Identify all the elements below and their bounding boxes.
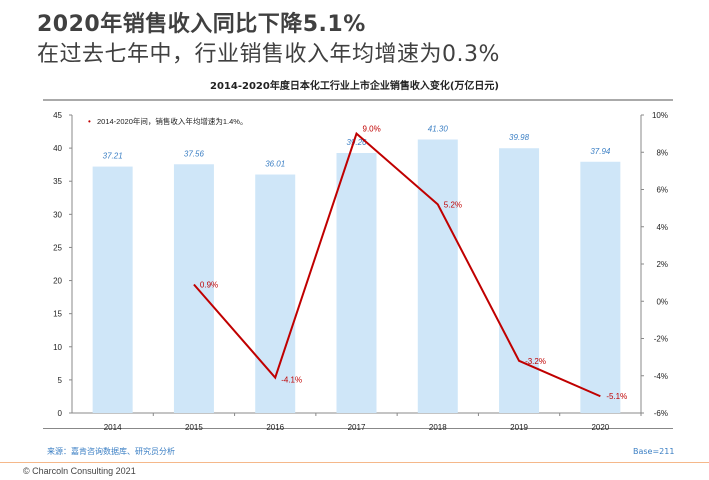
y2-tick-label: 10% bbox=[652, 111, 668, 120]
chart-title: 2014-2020年度日本化工行业上市企业销售收入变化(万亿日元) bbox=[210, 81, 499, 92]
title-divider bbox=[43, 99, 673, 101]
y2-tick-label: 0% bbox=[656, 297, 668, 306]
annotation: 2014-2020年间，销售收入年均增速为1.4%。 bbox=[97, 116, 247, 126]
y-tick-label: 0 bbox=[58, 409, 63, 418]
bar-label: 39.26 bbox=[346, 138, 367, 147]
bar bbox=[336, 153, 377, 414]
y-tick-label: 30 bbox=[53, 210, 62, 219]
bar bbox=[580, 161, 621, 413]
bar bbox=[417, 139, 458, 413]
bar-label: 41.30 bbox=[428, 125, 449, 134]
y-tick-label: 35 bbox=[53, 177, 62, 186]
bar-label: 37.21 bbox=[103, 152, 123, 161]
bar bbox=[92, 166, 133, 413]
subheadline: 在过去七年中，行业销售收入年均增速为0.3% bbox=[37, 42, 500, 67]
line-label: -3.2% bbox=[525, 357, 546, 366]
chart-bottom-divider bbox=[43, 428, 673, 429]
x-tick-label: 2017 bbox=[348, 423, 366, 432]
x-tick-label: 2020 bbox=[591, 423, 609, 432]
y2-tick-label: 6% bbox=[656, 186, 668, 195]
line-label: -4.1% bbox=[281, 376, 302, 385]
y-tick-label: 10 bbox=[53, 343, 62, 352]
bar-label: 36.01 bbox=[265, 160, 285, 169]
x-tick-label: 2016 bbox=[266, 423, 284, 432]
y2-tick-label: -2% bbox=[654, 335, 668, 344]
line-label: 0.9% bbox=[200, 280, 218, 289]
bar-label: 37.94 bbox=[590, 147, 611, 156]
bar-label: 37.56 bbox=[184, 149, 205, 158]
line-label: -5.1% bbox=[606, 392, 627, 401]
x-tick-label: 2018 bbox=[429, 423, 447, 432]
x-tick-label: 2015 bbox=[185, 423, 203, 432]
x-tick-label: 2019 bbox=[510, 423, 528, 432]
bar bbox=[499, 148, 540, 413]
y2-tick-label: 4% bbox=[656, 223, 668, 232]
y2-tick-label: -6% bbox=[654, 409, 668, 418]
y2-tick-label: 2% bbox=[656, 260, 668, 269]
y-tick-label: 15 bbox=[53, 310, 62, 319]
y-tick-label: 40 bbox=[53, 144, 62, 153]
base-note: Base=211 bbox=[633, 447, 675, 456]
y2-tick-label: -4% bbox=[654, 372, 668, 381]
growth-line bbox=[193, 131, 601, 398]
bar bbox=[255, 174, 296, 413]
footer-divider bbox=[0, 462, 709, 463]
y-tick-label: 45 bbox=[53, 111, 62, 120]
line-label: 5.2% bbox=[444, 200, 462, 209]
x-tick-label: 2014 bbox=[104, 423, 122, 432]
bar bbox=[173, 164, 214, 413]
source-note: 来源：嘉肯咨询数据库、研究员分析 bbox=[47, 447, 175, 456]
line-label: 9.0% bbox=[363, 125, 381, 134]
annotation-bullet: • bbox=[88, 117, 91, 126]
headline: 2020年销售收入同比下降5.1% bbox=[37, 12, 366, 37]
bar-label: 39.98 bbox=[509, 133, 530, 142]
copyright: © Charcoln Consulting 2021 bbox=[23, 466, 136, 476]
y-tick-label: 25 bbox=[53, 243, 62, 252]
y-tick-label: 5 bbox=[58, 376, 63, 385]
y2-tick-label: 8% bbox=[656, 148, 668, 157]
y-tick-label: 20 bbox=[53, 277, 62, 286]
